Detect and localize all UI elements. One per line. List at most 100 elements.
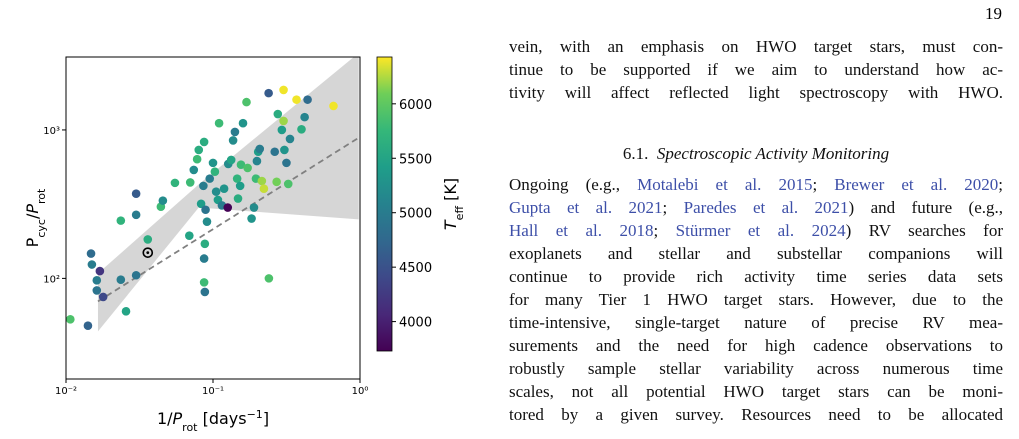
star-point — [279, 116, 288, 126]
text-line: Gupta et al. 2021; Paredes et al. 2021) … — [509, 198, 1003, 218]
star-point — [202, 217, 212, 226]
star-point — [189, 165, 199, 175]
y-axis-label-part: P — [23, 204, 42, 214]
citation-link[interactable]: Paredes et al. 2021 — [683, 198, 849, 217]
star-point — [238, 118, 248, 128]
star-point — [196, 199, 206, 209]
star-point — [170, 178, 180, 188]
star-point — [205, 174, 215, 183]
text-line: robustly sample stellar variability acro… — [509, 359, 1003, 379]
star-point — [272, 177, 281, 187]
colorbar-tick-label: 4500 — [399, 261, 432, 276]
star-point — [92, 286, 102, 295]
star-point — [200, 239, 210, 249]
section-heading: 6.1. Spectroscopic Activity Monitoring — [509, 144, 1003, 164]
star-point — [116, 216, 126, 225]
text-line: tinue to be supported if we aim to under… — [509, 60, 1003, 79]
text-span: ; — [662, 198, 684, 217]
text-line: time-intensive, single-target nature of … — [509, 313, 1003, 333]
colorbar-label: Teff [K] — [441, 178, 466, 230]
colorbar-tick-label: 6000 — [399, 98, 432, 113]
star-point — [249, 203, 259, 212]
star-point — [264, 274, 274, 283]
star-point — [199, 254, 209, 263]
x-axis-label-part: [days — [198, 409, 247, 428]
text-span: time-intensive, single-target nature of … — [509, 313, 1003, 332]
star-point — [66, 315, 75, 324]
text-span: exoplanets and stellar and substellar co… — [509, 244, 1003, 263]
x-tick-label: 10⁰ — [352, 386, 369, 397]
star-point — [199, 137, 209, 147]
star-point — [230, 127, 240, 137]
plot-area — [66, 57, 360, 332]
text-line: vein, with an emphasis on HWO target sta… — [509, 37, 1003, 56]
star-point — [280, 145, 289, 155]
page-number: 19 — [985, 4, 1002, 23]
star-point — [264, 88, 273, 98]
text-span: ) RV searches for — [845, 221, 1003, 240]
star-point — [259, 184, 269, 193]
fit-line — [97, 136, 360, 303]
x-axis-label-part: P — [173, 409, 183, 428]
text-span: for many Tier 1 HWO target stars. Howeve… — [509, 290, 1003, 309]
star-point — [210, 167, 220, 177]
citation-link[interactable]: Gupta et al. 2021 — [509, 198, 663, 217]
star-point — [214, 118, 224, 128]
star-point — [282, 158, 291, 168]
star-point — [200, 287, 210, 297]
star-point — [199, 278, 209, 287]
star-point — [199, 181, 208, 191]
star-point — [158, 196, 168, 205]
text-line: surements and the need for high cadence … — [509, 336, 1003, 356]
text-span: continue to provide rich activity time s… — [509, 267, 1003, 286]
star-point — [233, 194, 243, 203]
star-point — [277, 125, 287, 135]
text-span: ; — [998, 175, 1003, 194]
x-axis-label-part: ] — [263, 409, 269, 428]
colorbar-tick-label: 5000 — [399, 207, 432, 222]
star-point — [116, 275, 126, 284]
star-point — [329, 101, 338, 111]
star-point — [83, 321, 93, 331]
star-point — [242, 97, 251, 107]
star-point — [228, 136, 238, 145]
x-axis-label: 1/Prot [days−1] — [157, 408, 269, 434]
text-span: surements and the need for high cadence … — [509, 336, 1003, 355]
section-number: 6.1. — [622, 144, 649, 163]
text-line: continue to provide rich activity time s… — [509, 267, 1003, 287]
star-point — [219, 184, 229, 193]
text-span: robustly sample stellar variability acro… — [509, 359, 1003, 378]
y-axis-label: Pcyc/Prot — [23, 188, 48, 247]
star-point — [121, 307, 131, 316]
star-point — [87, 260, 97, 269]
star-point — [283, 179, 293, 189]
section-title: Spectroscopic Activity Monitoring — [656, 144, 890, 163]
star-point — [292, 95, 301, 104]
citation-link[interactable]: Motalebi et al. 2015 — [637, 175, 813, 194]
star-point — [226, 155, 236, 165]
star-point — [270, 147, 280, 157]
confidence-band — [97, 57, 359, 332]
star-point — [279, 85, 288, 95]
star-point — [297, 124, 306, 134]
text-span: tored by a given survey. Resources need … — [509, 405, 1003, 424]
text-span: ) and future (e.g., — [848, 198, 1003, 217]
x-axis-label-part: −1 — [247, 408, 263, 421]
colorbar-label-part: [K] — [441, 178, 460, 206]
star-point — [257, 176, 267, 186]
citation-link[interactable]: Stürmer et al. 2024 — [675, 221, 846, 240]
text-span: ; — [653, 221, 676, 240]
star-point — [86, 249, 96, 258]
star-point — [252, 156, 262, 166]
x-axis-label-part: rot — [182, 421, 198, 434]
sun-marker — [142, 247, 154, 258]
text-line: exoplanets and stellar and substellar co… — [509, 244, 1003, 264]
star-point — [303, 95, 312, 104]
star-point — [98, 292, 108, 302]
y-axis-label-part: cyc — [35, 219, 48, 238]
y-axis-label-part: rot — [35, 188, 48, 204]
citation-link[interactable]: Brewer et al. 2020 — [834, 175, 999, 194]
citation-link[interactable]: Hall et al. 2018 — [509, 221, 654, 240]
star-point — [201, 205, 210, 215]
